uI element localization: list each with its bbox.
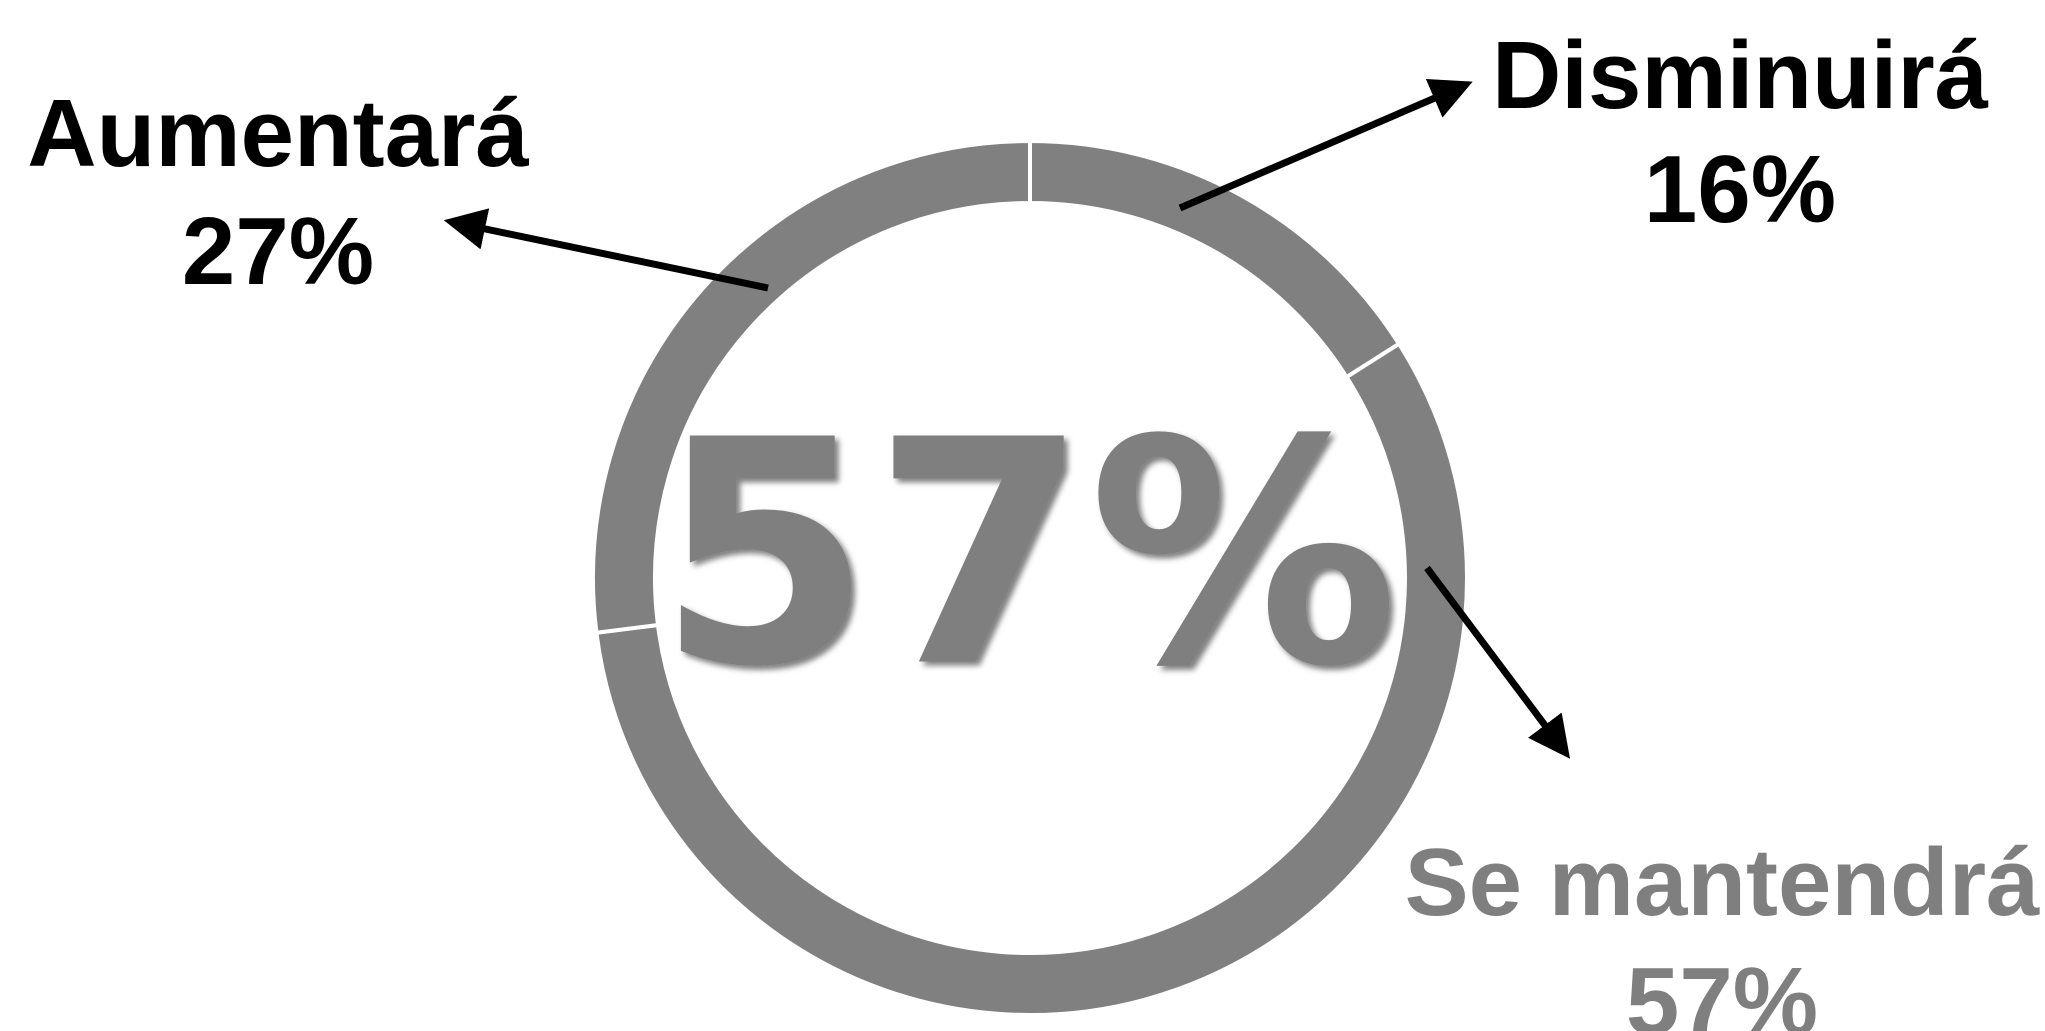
label-disminuira-name: Disminuirá xyxy=(1492,22,1989,129)
arrow-se-mantendra xyxy=(1424,565,1571,759)
label-se-mantendra-name: Se mantendrá xyxy=(1405,829,2040,936)
label-se-mantendra-value: 57% xyxy=(1626,948,1818,1031)
arrow-disminuira xyxy=(1178,79,1473,212)
slice-disminuira xyxy=(1028,138,1402,380)
label-aumentara-name: Aumentará xyxy=(27,80,529,187)
center-value-label: 57% xyxy=(657,375,1399,736)
label-disminuira-value: 16% xyxy=(1644,136,1836,243)
slice-aumentara xyxy=(591,138,1032,636)
arrow-aumentara xyxy=(443,208,769,292)
label-aumentara-value: 27% xyxy=(182,198,374,305)
donut-ring xyxy=(591,138,1469,1017)
slice-se-mantendra xyxy=(594,341,1469,1017)
